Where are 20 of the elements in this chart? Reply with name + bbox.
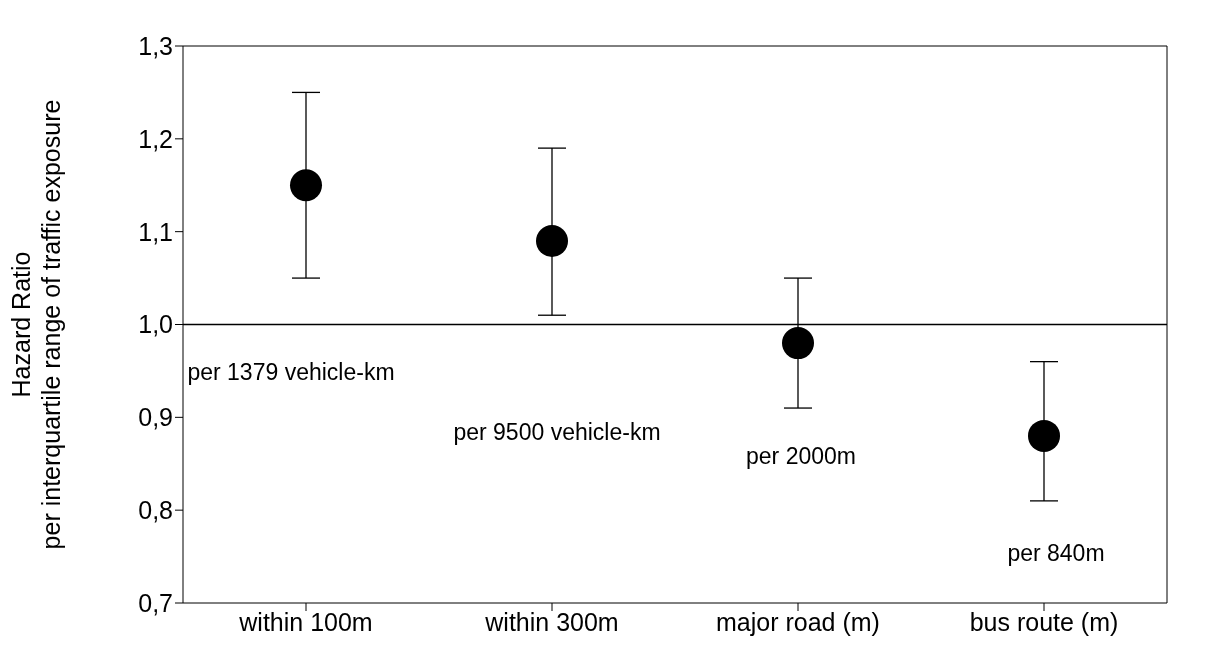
point: [1028, 419, 1060, 452]
y-tick-label: 0,8: [138, 496, 173, 525]
x-tick-label: within 300m: [484, 607, 619, 636]
point: [290, 169, 322, 202]
y-tick-label: 1,0: [138, 310, 173, 339]
y-tick-label: 1,1: [138, 217, 173, 246]
y-tick-label: 0,9: [138, 403, 173, 432]
x-tick-label: major road (m): [716, 607, 880, 636]
y-tick-label: 1,3: [138, 31, 173, 60]
x-tick-label: within 100m: [238, 607, 373, 636]
annotation: per 840m: [1007, 540, 1105, 567]
point: [782, 327, 814, 360]
y-tick-label: 1,2: [138, 124, 173, 153]
point: [536, 224, 568, 257]
annotation: per 1379 vehicle-km: [187, 359, 395, 386]
y-axis-title: Hazard Ratio per interquartile range of traffic exposure: [7, 99, 65, 550]
x-tick-label: bus route (m): [969, 607, 1119, 636]
y-tick-label: 0,7: [138, 588, 173, 617]
annotation: per 2000m: [746, 443, 856, 470]
annotation: per 9500 vehicle-km: [453, 419, 661, 446]
